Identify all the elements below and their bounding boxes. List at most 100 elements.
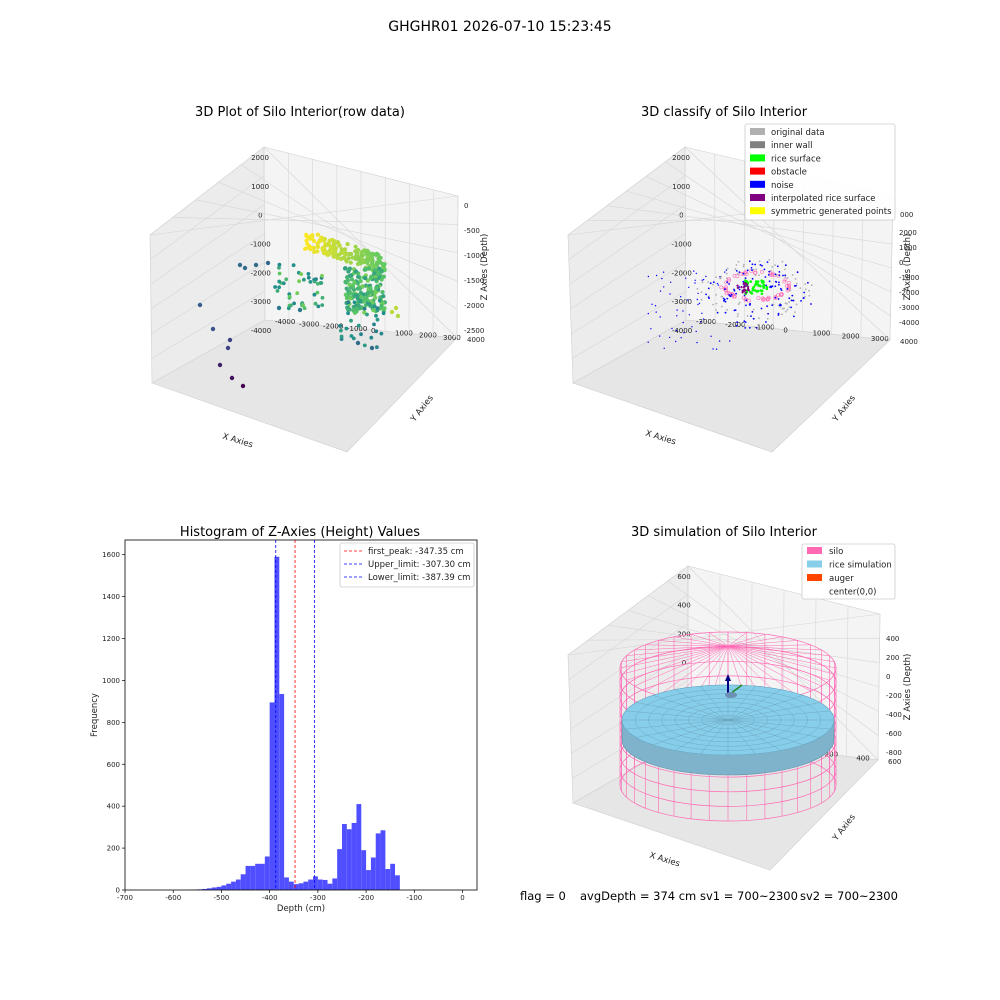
scatter-point — [712, 281, 715, 284]
symmetric-point — [724, 291, 729, 296]
panel-simulation-3d: 3D simulation of Silo Interior -600 -400 -… — [567, 525, 913, 871]
scatter-point — [762, 283, 765, 287]
scatter-point — [353, 244, 358, 249]
scatter-point — [315, 290, 320, 295]
scatter-point — [719, 276, 721, 278]
scatter-point — [700, 298, 703, 301]
scatter-point — [707, 281, 709, 283]
symmetric-point — [723, 287, 728, 292]
scatter-point — [701, 279, 703, 281]
scatter-point — [750, 267, 753, 269]
x-tick-label: -4000 — [672, 327, 692, 335]
panel4-zlabel: Z Axies (Depth) — [903, 654, 913, 721]
grid-line — [567, 613, 881, 656]
grid-line — [432, 189, 435, 336]
scatter-point — [365, 248, 370, 253]
scatter-point — [767, 312, 769, 315]
scatter-point — [784, 268, 786, 271]
grid-line — [149, 146, 265, 236]
scatter-point — [735, 270, 738, 272]
scatter-point — [760, 292, 764, 296]
y-tick-label: 1400 — [102, 593, 120, 601]
x-tick-label: 600 — [677, 573, 690, 581]
x-tick-label: -1000 — [671, 241, 691, 249]
rice-mesh-spoke — [636, 719, 729, 738]
silo-roof-line — [645, 644, 729, 647]
scatter-point — [265, 260, 271, 266]
z-tick-label: 2000 — [899, 229, 917, 237]
scatter-point — [778, 281, 780, 284]
scatter-point — [780, 289, 783, 291]
scatter-point — [775, 281, 778, 283]
scatter-point — [759, 289, 762, 292]
silo-roof-line — [626, 645, 729, 681]
scatter-point — [325, 242, 330, 248]
y-tick-label: 1600 — [102, 551, 120, 559]
histogram-bar — [351, 822, 357, 890]
y-tick-label: 2000 — [842, 332, 860, 340]
panel2-ylabel: Y Axies — [830, 393, 858, 425]
y-tick-label: -1000 — [754, 324, 774, 332]
grid-line — [569, 623, 689, 705]
scatter-point — [744, 285, 747, 288]
scatter-point — [726, 297, 729, 300]
scatter-point — [291, 263, 296, 268]
scatter-point — [740, 286, 743, 289]
scatter-point — [325, 252, 330, 257]
scatter-point — [735, 264, 738, 266]
scatter-point — [362, 343, 367, 348]
symmetric-point — [726, 278, 731, 283]
scatter-point — [715, 309, 717, 311]
histogram-bar — [250, 865, 256, 890]
scatter-point — [374, 263, 379, 268]
panel-histogram: Histogram of Z-Axies (Height) Values -70… — [90, 525, 478, 914]
center-marker — [725, 692, 737, 698]
scatter-point — [764, 276, 767, 278]
scatter-point — [663, 286, 665, 288]
scatter-point — [669, 293, 671, 295]
scatter-point — [375, 306, 380, 310]
scatter-point — [754, 282, 758, 286]
scatter-point — [379, 331, 384, 336]
scatter-point — [752, 317, 755, 320]
scatter-point — [753, 289, 757, 292]
scatter-point — [303, 246, 308, 251]
histogram-bar — [356, 804, 362, 890]
scatter-point — [768, 280, 771, 283]
silo-roof-line — [727, 645, 830, 681]
scatter-point — [339, 334, 344, 339]
scatter-point — [670, 281, 672, 283]
scatter-point — [353, 293, 358, 298]
scatter-point — [705, 275, 707, 278]
scatter-point — [744, 321, 747, 323]
scatter-point — [803, 291, 806, 294]
scatter-point — [705, 293, 707, 296]
scatter-point — [693, 270, 695, 272]
scatter-point — [763, 268, 766, 271]
scatter-point — [810, 303, 812, 305]
scatter-point — [650, 328, 652, 330]
legend-label: rice simulation — [829, 561, 892, 571]
x-tick-label: 0 — [682, 659, 686, 667]
scatter-point — [778, 274, 781, 277]
rice-mesh-spoke — [727, 719, 782, 751]
scatter-point — [217, 362, 223, 368]
scatter-point — [308, 280, 313, 284]
symmetric-point — [749, 269, 754, 274]
scatter-point — [748, 260, 751, 263]
scatter-point — [356, 274, 361, 279]
panel2-z-tick-top: 000 — [900, 211, 913, 219]
scatter-point — [349, 277, 355, 282]
scatter-point — [675, 340, 677, 343]
scatter-point — [308, 236, 313, 241]
x-tick-label: -4000 — [251, 327, 271, 335]
grid-line — [846, 605, 849, 757]
scatter-point — [710, 335, 712, 337]
x-tick-label: 2000 — [672, 154, 690, 162]
scatter-point — [683, 332, 685, 334]
scatter-point — [688, 314, 691, 316]
scatter-point — [754, 263, 756, 266]
scatter-point — [381, 311, 386, 316]
symmetric-point — [786, 283, 791, 288]
